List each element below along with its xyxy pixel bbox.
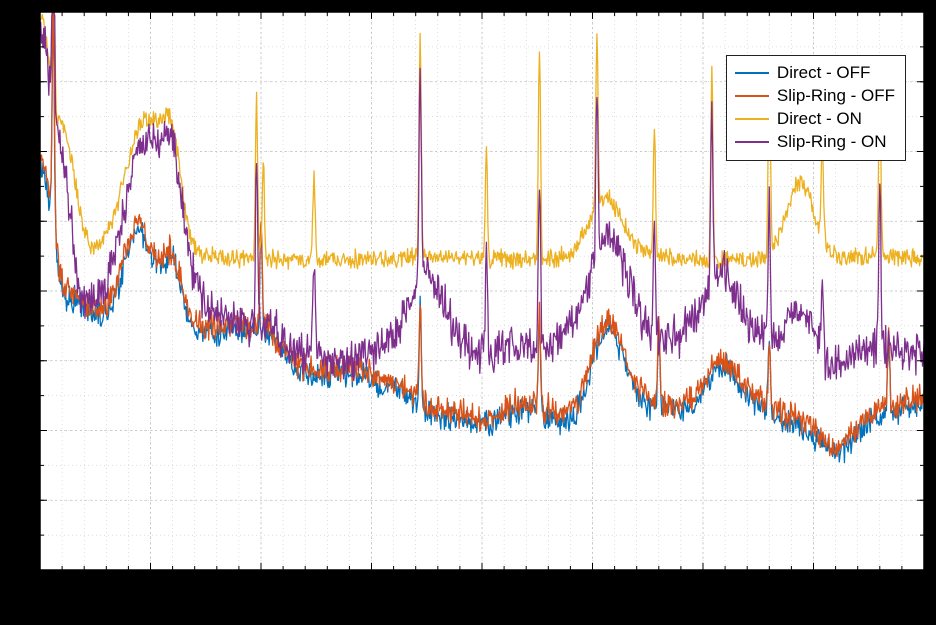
legend-item-direct_on: Direct - ON xyxy=(735,108,895,131)
legend-swatch-slipring_off xyxy=(735,95,769,97)
legend-item-slipring_off: Slip-Ring - OFF xyxy=(735,85,895,108)
chart-figure: { "chart": { "type": "line", "width": 93… xyxy=(0,0,936,625)
legend-item-direct_off: Direct - OFF xyxy=(735,62,895,85)
legend-label-direct_on: Direct - ON xyxy=(777,108,862,131)
legend-swatch-slipring_on xyxy=(735,141,769,143)
legend: Direct - OFFSlip-Ring - OFFDirect - ONSl… xyxy=(726,55,906,161)
legend-item-slipring_on: Slip-Ring - ON xyxy=(735,131,895,154)
legend-label-slipring_on: Slip-Ring - ON xyxy=(777,131,887,154)
legend-swatch-direct_on xyxy=(735,118,769,120)
legend-label-slipring_off: Slip-Ring - OFF xyxy=(777,85,895,108)
legend-swatch-direct_off xyxy=(735,72,769,74)
legend-label-direct_off: Direct - OFF xyxy=(777,62,871,85)
